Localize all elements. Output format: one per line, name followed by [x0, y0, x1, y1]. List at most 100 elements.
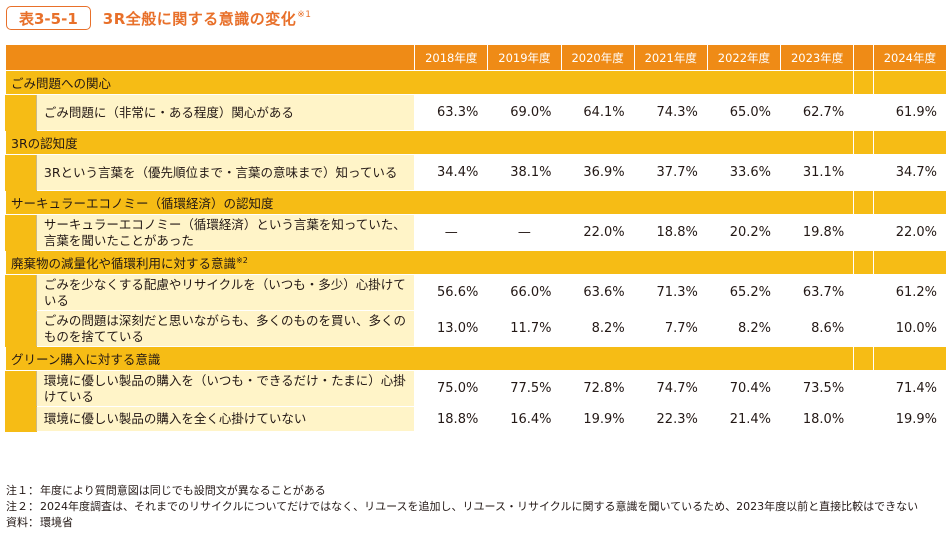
row-label: 3Rという言葉を（優先順位まで・言葉の意味まで）知っている	[35, 154, 416, 191]
value-cell: 64.1%	[560, 94, 635, 131]
row-indent-cell	[5, 214, 37, 251]
row-label: ごみの問題は深刻だと思いながらも、多くのものを買い、多くのものを捨てている	[35, 310, 416, 347]
value-cell: 69.0%	[487, 94, 562, 131]
category-label: 廃棄物の減量化や循環利用に対する意識※2	[4, 250, 855, 275]
row-indent-cell	[5, 310, 37, 347]
category-row: ごみ問題への関心	[4, 70, 948, 95]
value-cell: 72.8%	[560, 370, 635, 407]
category-row: サーキュラーエコノミー（循環経済）の認知度	[4, 190, 948, 215]
table-title: 表3-5-1 3R全般に関する意識の変化※1	[3, 4, 312, 32]
row-label: 環境に優しい製品の購入を全く心掛けていない	[35, 406, 416, 432]
category-label: ごみ問題への関心	[4, 70, 855, 95]
value-cell: 34.7%	[872, 154, 948, 191]
value-cell: 56.6%	[414, 274, 489, 311]
row-gap-cell	[853, 310, 874, 347]
row-gap-cell	[853, 94, 874, 131]
category-gap-cell	[853, 346, 874, 371]
category-text: サーキュラーエコノミー（循環経済）の認知度	[11, 196, 274, 211]
value-cell: 19.9%	[560, 406, 635, 432]
category-label: 3Rの認知度	[4, 130, 855, 155]
table-caption-note-mark: ※1	[297, 9, 312, 20]
footnote: 資料： 環境省	[6, 515, 940, 531]
table-row: ごみの問題は深刻だと思いながらも、多くのものを買い、多くのものを捨てている 13.…	[5, 310, 948, 347]
category-fill-cell	[872, 130, 948, 155]
value-cell: 61.9%	[872, 94, 948, 131]
value-cell: —	[414, 214, 489, 251]
value-cell: 22.0%	[872, 214, 948, 251]
category-fill-cell	[872, 346, 948, 371]
category-text: 廃棄物の減量化や循環利用に対する意識	[11, 256, 237, 271]
value-cell: 62.7%	[780, 94, 855, 131]
value-cell: 77.5%	[487, 370, 562, 407]
value-cell: 19.9%	[872, 406, 948, 432]
table-caption-text: 3R全般に関する意識の変化	[102, 9, 297, 28]
row-indent-cell	[5, 94, 37, 131]
value-cell: 13.0%	[414, 310, 489, 347]
category-fill-cell	[872, 250, 948, 275]
value-cell: 18.0%	[780, 406, 855, 432]
category-text: 3Rの認知度	[11, 136, 78, 151]
footnote: 注２： 2024年度調査は、それまでのリサイクルについてだけではなく、リユースを追…	[6, 499, 940, 515]
category-fill-cell	[872, 190, 948, 215]
table-row: 環境に優しい製品の購入を全く心掛けていない 18.8% 16.4% 19.9% 22.3…	[5, 406, 948, 432]
value-cell: 70.4%	[706, 370, 782, 407]
footnote-key: 注２：	[6, 500, 39, 513]
value-cell: 33.6%	[706, 154, 782, 191]
value-cell: 8.6%	[780, 310, 855, 347]
year-header: 2022年度	[706, 44, 782, 71]
value-cell: 65.0%	[706, 94, 782, 131]
row-gap-cell	[853, 214, 874, 251]
table-row: サーキュラーエコノミー（循環経済）という言葉を知っていた、言葉を聞いたことがあっ…	[5, 214, 948, 251]
value-cell: 18.8%	[633, 214, 708, 251]
value-cell: 7.7%	[633, 310, 708, 347]
value-cell: 31.1%	[780, 154, 855, 191]
value-cell: 36.9%	[560, 154, 635, 191]
table-number-badge: 表3-5-1	[6, 6, 91, 30]
header-row: 2018年度 2019年度 2020年度 2021年度 2022年度 2023年度 2024…	[4, 44, 948, 71]
category-fill-cell	[872, 70, 948, 95]
value-cell: 71.4%	[872, 370, 948, 407]
header-gap-cell	[853, 44, 874, 71]
category-gap-cell	[853, 70, 874, 95]
value-cell: 37.7%	[633, 154, 708, 191]
value-cell: 65.2%	[706, 274, 782, 311]
value-cell: 66.0%	[487, 274, 562, 311]
value-cell: 74.3%	[633, 94, 708, 131]
value-cell: 10.0%	[872, 310, 948, 347]
value-cell: 73.5%	[780, 370, 855, 407]
footnote-text: 年度により質問意図は同じでも設問文が異なることがある	[40, 484, 326, 497]
row-indent-cell	[5, 154, 37, 191]
year-header: 2018年度	[414, 44, 489, 71]
row-indent-cell	[5, 370, 37, 407]
value-cell: —	[487, 214, 562, 251]
row-label: ごみを少なくする配慮やリサイクルを（いつも・多少）心掛けている	[35, 274, 416, 311]
row-gap-cell	[853, 370, 874, 407]
footnotes: 注１： 年度により質問意図は同じでも設問文が異なることがある 注２： 2024年度調査…	[6, 483, 940, 531]
value-cell: 20.2%	[706, 214, 782, 251]
value-cell: 19.8%	[780, 214, 855, 251]
table-row: ごみ問題に（非常に・ある程度）関心がある 63.3% 69.0% 64.1% 74.3%…	[5, 94, 948, 131]
footnote-key: 資料：	[6, 516, 39, 529]
table-caption: 3R全般に関する意識の変化※1	[103, 8, 312, 29]
category-gap-cell	[853, 250, 874, 275]
value-cell: 71.3%	[633, 274, 708, 311]
value-cell: 22.3%	[633, 406, 708, 432]
value-cell: 63.6%	[560, 274, 635, 311]
row-indent-cell	[5, 274, 37, 311]
value-cell: 38.1%	[487, 154, 562, 191]
table-row: ごみを少なくする配慮やリサイクルを（いつも・多少）心掛けている 56.6% 66.0…	[5, 274, 948, 311]
row-label: 環境に優しい製品の購入を（いつも・できるだけ・たまに）心掛けている	[35, 370, 416, 407]
row-gap-cell	[853, 154, 874, 191]
header-blank-cell	[4, 44, 416, 71]
category-text: グリーン購入に対する意識	[11, 352, 161, 367]
value-cell: 75.0%	[414, 370, 489, 407]
value-cell: 63.7%	[780, 274, 855, 311]
category-label: サーキュラーエコノミー（循環経済）の認知度	[4, 190, 855, 215]
category-note-mark: ※2	[236, 255, 248, 265]
category-row: 廃棄物の減量化や循環利用に対する意識※2	[4, 250, 948, 275]
category-gap-cell	[853, 190, 874, 215]
value-cell: 63.3%	[414, 94, 489, 131]
footnote-key: 注１：	[6, 484, 39, 497]
footnote: 注１： 年度により質問意図は同じでも設問文が異なることがある	[6, 483, 940, 499]
row-indent-cell	[5, 406, 37, 432]
